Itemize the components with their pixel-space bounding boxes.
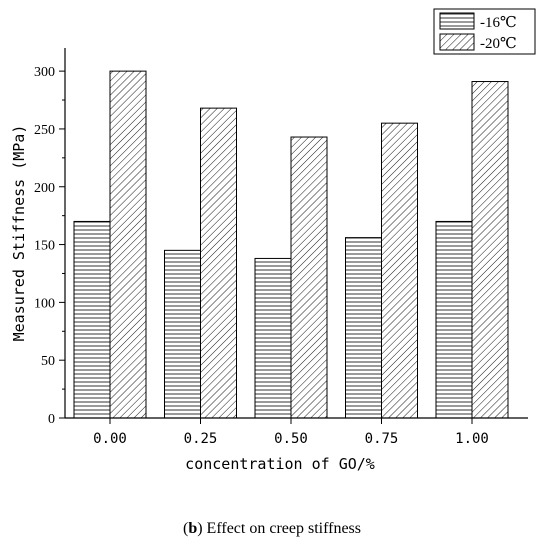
legend-swatch-series-2 <box>439 33 475 51</box>
bar-series-2-0.25 <box>200 107 237 419</box>
y-tick-label: 150 <box>34 239 55 254</box>
caption-label: b <box>188 520 198 537</box>
legend-label-series-1: -16℃ <box>480 15 517 31</box>
y-axis-label: Measured Stiffness (MPa) <box>10 125 28 342</box>
legend-swatch-series-1 <box>439 12 475 30</box>
y-tick-label: 250 <box>34 123 55 138</box>
bars-layer <box>73 70 509 419</box>
y-tick-label: 0 <box>48 412 55 427</box>
x-tick-label: 0.75 <box>365 431 399 447</box>
x-tick-label: 0.00 <box>93 431 127 447</box>
bar-series-1-0.25 <box>164 249 201 419</box>
caption-text: Effect on creep stiffness <box>206 520 362 537</box>
bar-series-1-0.50 <box>254 257 292 419</box>
bar-series-2-0.75 <box>381 122 418 419</box>
y-tick-label: 100 <box>34 296 55 311</box>
figure-caption: (b) Effect on creep stiffness <box>182 520 362 537</box>
axes-layer <box>64 48 528 419</box>
y-tick-label: 200 <box>34 181 55 196</box>
bar-series-1-0.75 <box>345 237 382 419</box>
y-tick-label: 300 <box>34 65 55 80</box>
x-tick-label: 0.25 <box>184 431 218 447</box>
bar-series-2-1.00 <box>471 81 509 419</box>
bar-series-1-1.00 <box>435 220 473 419</box>
x-tick-label: 0.50 <box>274 431 308 447</box>
legend: -16℃ -20℃ <box>433 8 536 55</box>
x-tick-label: 1.00 <box>455 431 489 447</box>
y-ticks: 0 50 100 150 200 250 300 <box>34 65 65 427</box>
x-axis-label: concentration of GO/% <box>185 455 375 473</box>
x-ticks: 0.00 0.25 0.50 0.75 1.00 <box>93 418 489 447</box>
bar-series-2-0.50 <box>290 136 328 419</box>
y-tick-label: 50 <box>41 354 55 369</box>
legend-label-series-2: -20℃ <box>480 36 517 52</box>
bar-series-2-0.00 <box>109 70 147 419</box>
bar-series-1-0.00 <box>73 220 111 419</box>
